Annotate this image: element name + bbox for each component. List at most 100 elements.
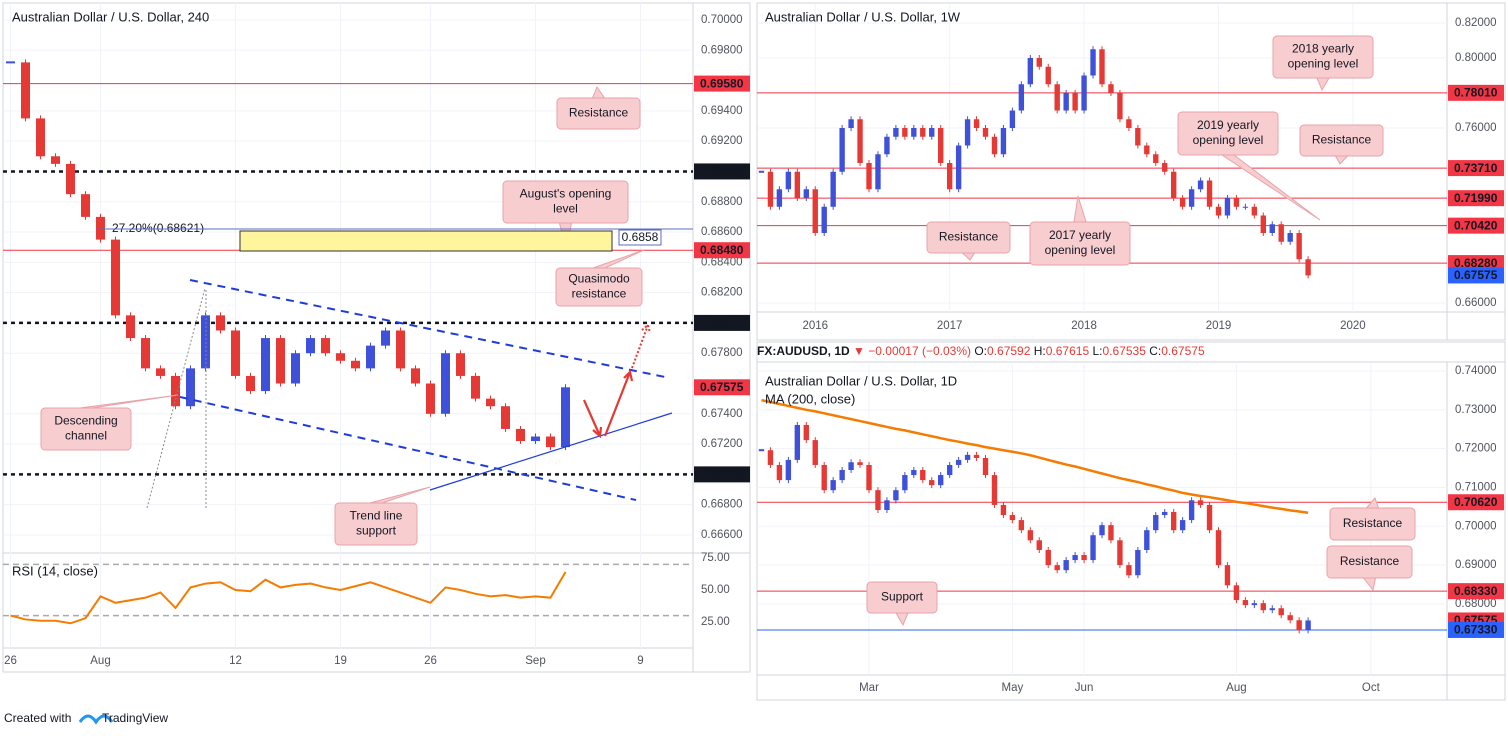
candle	[1000, 504, 1007, 516]
ohlc-value: 0.67615	[1046, 344, 1090, 358]
x-tick-label: 26	[424, 655, 437, 667]
y-tick-label: 0.70000	[701, 14, 743, 26]
price-label-bg	[1448, 217, 1504, 234]
candle	[785, 459, 792, 481]
price-label: 0.68480	[700, 243, 744, 257]
candle	[1018, 520, 1025, 531]
candle	[21, 62, 30, 119]
candle	[776, 189, 783, 207]
y-tick-label: 0.67400	[701, 408, 743, 420]
callout-text: Resistance	[1312, 133, 1372, 147]
candle	[81, 194, 90, 217]
y-tick-label: 0.71000	[1455, 482, 1497, 494]
x-tick-label: Aug	[1226, 682, 1246, 694]
candle	[1108, 84, 1114, 94]
callout-text: level	[553, 202, 578, 216]
callout-text: 2019 yearly	[1197, 118, 1259, 132]
logo	[78, 714, 114, 725]
candle	[1099, 49, 1105, 85]
candle	[486, 398, 495, 407]
callout	[502, 180, 629, 224]
callout	[926, 221, 1011, 254]
candle	[1054, 84, 1060, 111]
arrow	[582, 369, 634, 439]
price-label-bg	[694, 466, 750, 483]
candle	[1018, 84, 1025, 111]
x-tick-label: Mar	[859, 682, 879, 694]
candle	[866, 163, 872, 190]
price-tag-text: 0.6858	[622, 230, 659, 244]
drawings	[100, 228, 693, 509]
candle	[1305, 620, 1311, 631]
callout-text: channel	[65, 429, 107, 443]
panel	[756, 2, 1506, 341]
y-tick-label: 0.70000	[1455, 520, 1497, 532]
price-label-bg	[1448, 583, 1504, 600]
candle	[982, 128, 989, 137]
candle	[812, 189, 818, 234]
candle	[857, 119, 863, 164]
candle	[1009, 110, 1016, 129]
candle	[261, 338, 270, 392]
candle	[1188, 189, 1195, 207]
price-label: 0.78010	[1454, 86, 1498, 100]
candle	[1171, 171, 1177, 199]
candle	[929, 128, 935, 137]
candle	[1045, 66, 1051, 85]
candle	[306, 338, 315, 354]
candle	[1135, 549, 1141, 576]
candle	[171, 375, 180, 407]
candle	[1206, 180, 1213, 207]
y-tick-label: 0.66800	[701, 499, 743, 511]
price-label-bg	[1448, 621, 1504, 638]
ohlc-value: 0.67592	[987, 344, 1031, 358]
candle	[848, 462, 854, 471]
price-label-bg	[1448, 494, 1504, 511]
price-label: 0.69580	[700, 76, 744, 90]
candle	[1287, 615, 1293, 621]
candle	[1108, 525, 1114, 541]
arrow	[631, 323, 651, 369]
callout-text: Quasimodo	[568, 272, 630, 286]
y-tick-label: 50.00	[701, 584, 730, 596]
candle	[291, 353, 300, 384]
y-tick-label: 75.00	[701, 552, 730, 564]
y-tick-label: 0.66000	[1455, 297, 1497, 309]
candle	[501, 406, 510, 429]
y-tick-label: 0.69000	[1455, 559, 1497, 571]
y-tick-label: 0.76000	[1455, 122, 1497, 134]
callout	[334, 502, 418, 546]
candle	[1063, 560, 1069, 571]
candle	[201, 315, 210, 369]
callout-text: Trend line	[350, 509, 403, 523]
candle	[1144, 145, 1150, 155]
y-tick-label: 0.66600	[701, 529, 743, 541]
candle	[920, 128, 926, 137]
candle	[1054, 565, 1060, 571]
candle	[794, 171, 801, 199]
candle	[1260, 603, 1266, 611]
ohlc-label: L:	[1092, 344, 1102, 358]
candle	[839, 128, 845, 172]
candle	[758, 449, 765, 452]
callout	[1326, 545, 1413, 579]
callout-text: Resistance	[1343, 516, 1403, 530]
candle	[1081, 75, 1087, 111]
ohlc-label: C:	[1149, 344, 1161, 358]
candle	[794, 424, 801, 460]
candle	[1099, 525, 1105, 536]
price-label: 0.71990	[1454, 191, 1498, 205]
y-tick-label: 0.67200	[701, 438, 743, 450]
candle	[216, 315, 225, 331]
candle	[875, 490, 881, 510]
candle	[1090, 535, 1096, 561]
candle	[1063, 93, 1069, 111]
price-label-bg	[694, 242, 750, 259]
x-tick-label: 2016	[802, 320, 828, 332]
candle	[812, 440, 818, 465]
candle	[785, 171, 792, 190]
callout-text: August's opening	[520, 187, 612, 201]
candle	[1117, 93, 1123, 120]
price-label-bg	[1448, 267, 1504, 284]
